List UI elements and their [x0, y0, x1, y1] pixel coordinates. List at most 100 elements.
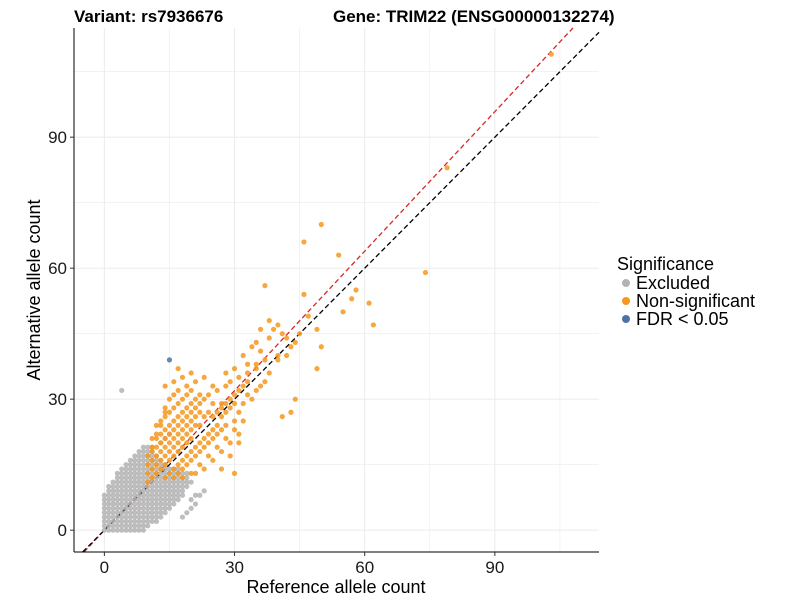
data-point [166, 483, 173, 490]
data-point [136, 448, 142, 455]
data-point [205, 431, 212, 437]
data-point [158, 510, 164, 516]
data-point [162, 453, 168, 459]
data-point [149, 505, 155, 511]
data-point [184, 479, 190, 485]
data-point [106, 501, 112, 507]
data-point [132, 505, 138, 511]
data-point [201, 374, 207, 380]
data-point [166, 492, 173, 498]
data-point [257, 383, 264, 389]
data-point [175, 387, 181, 394]
data-point [179, 483, 186, 490]
data-point [114, 518, 120, 525]
data-point [240, 418, 246, 424]
data-point [136, 492, 142, 498]
data-point [188, 479, 194, 485]
data-point [114, 492, 120, 498]
data-point [136, 457, 142, 463]
data-point [175, 462, 181, 468]
data-point [184, 440, 190, 446]
data-point [192, 501, 199, 507]
data-point [231, 366, 238, 372]
data-point [340, 309, 346, 315]
data-point [153, 422, 160, 428]
data-point [236, 387, 242, 394]
data-point [292, 339, 298, 345]
data-point [240, 352, 246, 359]
x-tick-label: 90 [485, 558, 504, 577]
data-point [179, 435, 186, 442]
data-point [192, 444, 199, 450]
data-point [106, 483, 112, 490]
data-point [201, 444, 207, 450]
data-point [114, 479, 120, 485]
data-point [184, 383, 190, 389]
data-point [123, 483, 129, 490]
y-tick-label: 60 [48, 259, 67, 278]
data-point [162, 470, 168, 476]
data-point [119, 523, 125, 529]
data-point [197, 422, 203, 428]
data-point [240, 400, 246, 407]
data-point [171, 444, 177, 450]
data-point [106, 492, 112, 498]
data-point [218, 448, 225, 455]
data-point [149, 483, 155, 490]
data-point [123, 479, 129, 485]
data-point [253, 387, 259, 394]
data-point [192, 470, 199, 476]
data-point [162, 435, 168, 442]
data-point [275, 352, 281, 359]
data-point [171, 405, 177, 411]
data-point [158, 501, 164, 507]
data-point [236, 440, 242, 446]
data-point [218, 427, 225, 433]
data-point [184, 392, 190, 398]
data-point [175, 400, 181, 407]
data-point [158, 514, 164, 520]
data-point [127, 479, 134, 485]
data-point [119, 488, 125, 494]
data-point [353, 287, 359, 293]
data-point [288, 409, 294, 415]
data-point [145, 453, 151, 459]
data-point [257, 326, 264, 332]
data-point [119, 466, 125, 472]
legend: Significance ExcludedNon-significantFDR … [617, 254, 755, 329]
legend-key [622, 315, 630, 323]
data-point [175, 466, 181, 472]
data-point [184, 462, 190, 468]
data-point [166, 479, 173, 485]
data-point [231, 392, 238, 398]
data-point [132, 497, 138, 503]
data-point [201, 435, 207, 442]
data-point [197, 400, 203, 407]
data-point [119, 483, 125, 490]
data-point [149, 453, 155, 459]
data-point [166, 488, 173, 494]
data-point [262, 357, 268, 363]
data-point [218, 400, 225, 407]
data-point [132, 501, 138, 507]
data-point [231, 400, 238, 407]
data-point [162, 466, 168, 472]
data-point [127, 501, 134, 507]
data-point [110, 488, 116, 494]
data-point [123, 514, 129, 520]
data-point [158, 505, 164, 511]
data-point [223, 435, 229, 442]
data-point [336, 252, 342, 258]
data-point [149, 488, 155, 494]
data-point [136, 466, 142, 472]
data-point [175, 422, 181, 428]
data-point [140, 492, 147, 498]
data-point [127, 497, 134, 503]
data-point [175, 497, 181, 503]
data-point [114, 483, 120, 490]
data-point [548, 51, 554, 57]
data-point [171, 466, 177, 472]
data-point [145, 462, 151, 468]
data-point [140, 514, 147, 520]
data-point [197, 440, 203, 446]
